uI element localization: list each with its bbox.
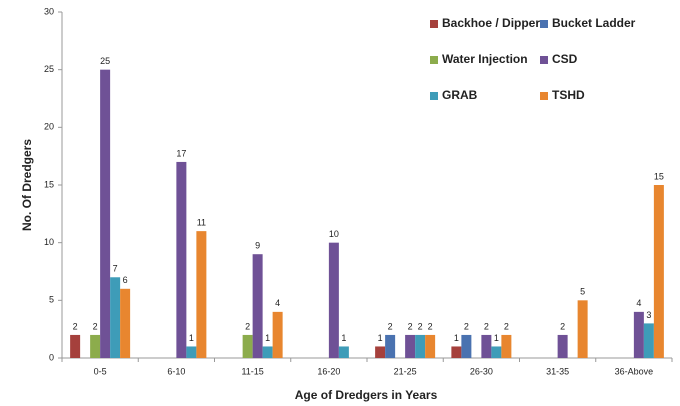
data-label: 2 [408, 321, 413, 331]
bar [501, 334, 512, 358]
data-label: 7 [113, 264, 118, 274]
data-label: 11 [197, 218, 206, 228]
data-label: 4 [275, 298, 280, 308]
x-tick-label: 26-30 [470, 366, 493, 376]
legend-label: Backhoe / Dipper [442, 16, 540, 30]
bar [196, 231, 207, 358]
y-axis-label: No. Of Dredgers [20, 139, 34, 231]
data-label: 1 [454, 333, 459, 343]
x-tick-label: 36-Above [615, 366, 654, 376]
x-tick-label: 16-20 [317, 366, 340, 376]
bar [577, 300, 588, 358]
data-label: 1 [494, 333, 499, 343]
bar [653, 185, 664, 358]
bar [461, 334, 472, 358]
bar [252, 254, 263, 358]
data-label: 2 [418, 321, 423, 331]
bar [176, 161, 187, 358]
x-axis-label: Age of Dredgers in Years [295, 388, 438, 402]
legend-swatch [540, 56, 548, 64]
bar [120, 288, 131, 358]
data-label: 2 [464, 321, 469, 331]
x-tick-label: 11-15 [241, 366, 263, 376]
bar [633, 311, 644, 358]
data-label: 1 [378, 333, 383, 343]
bar [425, 334, 436, 358]
y-tick-label: 25 [44, 64, 54, 74]
legend-swatch [430, 20, 438, 28]
data-label: 4 [636, 298, 641, 308]
data-label: 17 [176, 148, 186, 158]
y-tick-label: 10 [44, 237, 54, 247]
bar [405, 334, 416, 358]
data-label: 6 [123, 275, 128, 285]
data-label: 10 [329, 229, 339, 239]
data-label: 15 [654, 171, 664, 181]
data-label: 3 [646, 310, 651, 320]
bar [557, 334, 568, 358]
y-tick-label: 30 [44, 6, 54, 16]
legend-label: Water Injection [442, 52, 528, 66]
data-label: 2 [504, 321, 509, 331]
bar [451, 346, 462, 358]
bar [481, 334, 492, 358]
bar [328, 242, 339, 358]
x-tick-label: 0-5 [94, 366, 107, 376]
bar [375, 346, 386, 358]
data-label: 2 [428, 321, 433, 331]
x-tick-label: 6-10 [167, 366, 185, 376]
data-label: 25 [100, 56, 110, 66]
data-label: 5 [580, 287, 585, 297]
legend-swatch [540, 92, 548, 100]
legend-label: TSHD [552, 88, 585, 102]
data-label: 1 [189, 333, 194, 343]
y-tick-label: 20 [44, 122, 54, 132]
data-label: 2 [73, 321, 78, 331]
x-tick-label: 21-25 [394, 366, 417, 376]
legend-swatch [430, 92, 438, 100]
data-label: 2 [484, 321, 489, 331]
y-tick-label: 5 [49, 295, 54, 305]
data-label: 2 [388, 321, 393, 331]
bar [272, 311, 283, 358]
y-tick-label: 0 [49, 352, 54, 362]
legend-label: CSD [552, 52, 578, 66]
bar [262, 346, 273, 358]
bar [90, 334, 101, 358]
bar [100, 69, 111, 359]
bar [242, 334, 253, 358]
data-label: 9 [255, 241, 260, 251]
data-label: 2 [93, 321, 98, 331]
bar [110, 277, 121, 358]
bar [415, 334, 426, 358]
data-label: 1 [265, 333, 270, 343]
y-tick-label: 15 [44, 179, 54, 189]
bar [186, 346, 197, 358]
legend-swatch [430, 56, 438, 64]
bar [643, 323, 654, 358]
legend-swatch [540, 20, 548, 28]
bar [491, 346, 502, 358]
x-tick-label: 31-35 [546, 366, 569, 376]
data-label: 2 [560, 321, 565, 331]
legend-label: GRAB [442, 88, 478, 102]
legend-label: Bucket Ladder [552, 16, 636, 30]
data-label: 2 [245, 321, 250, 331]
bar [70, 334, 81, 358]
bar [385, 334, 396, 358]
bar [338, 346, 349, 358]
data-label: 1 [341, 333, 346, 343]
